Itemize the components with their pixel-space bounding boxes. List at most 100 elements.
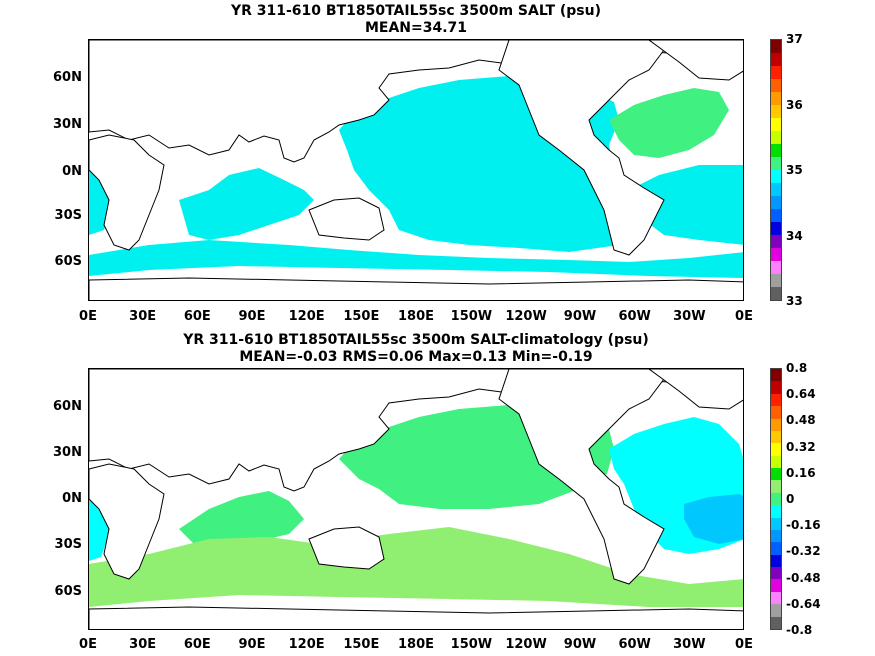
- bottom-colorbar-segment: [771, 443, 781, 456]
- bottom-colorbar-segment: [771, 381, 781, 394]
- bottom-lon-label: 150W: [450, 637, 493, 652]
- top-colorbar-segment: [771, 196, 781, 209]
- bottom-lon-label: 90W: [563, 637, 597, 652]
- bottom-lon-label: 120E: [288, 637, 325, 652]
- top-colorbar-segment: [771, 105, 781, 118]
- top-lat-30n: 30N: [53, 117, 82, 132]
- top-title-line2: MEAN=34.71: [364, 20, 468, 36]
- top-salinity-map: [88, 39, 744, 301]
- bottom-lon-label: 60E: [183, 637, 211, 652]
- bottom-colorbar-segment: [771, 468, 781, 481]
- top-colorbar-segment: [771, 183, 781, 196]
- bottom-lon-label: 0E: [79, 637, 97, 652]
- bottom-lon-label: 180E: [397, 637, 435, 652]
- bottom-colorbar-segment: [771, 480, 781, 493]
- bottom-americas-land: [498, 369, 665, 585]
- top-map-svg: [89, 40, 743, 300]
- top-lon-label: 30E: [129, 309, 157, 324]
- bottom-lat-60s: 60S: [54, 584, 82, 599]
- top-colorbar-segment: [771, 92, 781, 105]
- top-lon-label: 150E: [343, 309, 380, 324]
- bottom-colorbar-segment: [771, 492, 781, 506]
- bottom-lat-30n: 30N: [53, 445, 82, 460]
- top-colorbar-segment: [771, 66, 781, 79]
- bottom-title-line1: YR 311-610 BT1850TAIL55sc 3500m SALT-cli…: [183, 332, 649, 348]
- top-lon-label: 180E: [397, 309, 435, 324]
- top-colorbar-segment: [771, 261, 781, 274]
- top-colorbar-tick: 37: [786, 32, 803, 46]
- top-colorbar-segment: [771, 131, 781, 144]
- top-lon-label: 30W: [673, 309, 706, 324]
- top-lat-0n: 0N: [62, 164, 82, 179]
- bottom-colorbar-tick: -0.64: [786, 596, 821, 611]
- top-colorbar-tick: 35: [786, 163, 803, 177]
- bottom-indian-field: [179, 491, 304, 549]
- bottom-colorbar-tick: -0.48: [786, 570, 821, 585]
- top-north-atlantic-field: [609, 88, 729, 158]
- top-colorbar-segment: [771, 274, 781, 287]
- top-lon-label: 60W: [618, 309, 651, 324]
- top-antarctica-land: [89, 277, 743, 300]
- top-lon-label: 90W: [563, 309, 597, 324]
- bottom-panel-title: YR 311-610 BT1850TAIL55sc 3500m SALT-cli…: [88, 332, 744, 366]
- top-lon-label: 60E: [183, 309, 211, 324]
- top-south-atlantic-field: [629, 165, 743, 245]
- bottom-colorbar-tick: -0.8: [786, 623, 813, 637]
- top-australia-land: [308, 197, 385, 241]
- top-colorbar-segment: [771, 170, 781, 183]
- bottom-colorbar-segment: [771, 529, 781, 543]
- top-colorbar-segment: [771, 248, 781, 261]
- top-colorbar-segment: [771, 157, 781, 170]
- top-lat-60s: 60S: [54, 254, 82, 269]
- bottom-lon-label: 150E: [343, 637, 380, 652]
- bottom-africa-land: [89, 463, 165, 580]
- top-title-line1: YR 311-610 BT1850TAIL55sc 3500m SALT (ps…: [230, 3, 601, 19]
- bottom-colorbar-segment: [771, 517, 781, 530]
- bottom-lat-60n: 60N: [53, 399, 82, 414]
- top-lon-label: 0E: [735, 309, 753, 324]
- bottom-colorbar-segment: [771, 430, 781, 444]
- bottom-colorbar-segment: [771, 418, 781, 431]
- top-colorbar-tick: 36: [786, 97, 803, 112]
- bottom-map-svg: [89, 369, 743, 629]
- bottom-lon-label: 120W: [505, 637, 547, 652]
- bottom-colorbar-segment: [771, 567, 781, 580]
- bottom-greenland-land: [648, 369, 743, 410]
- bottom-colorbar-segment: [771, 604, 781, 617]
- top-southern-field: [89, 240, 743, 278]
- bottom-title-line2: MEAN=-0.03 RMS=0.06 Max=0.13 Min=-0.19: [239, 349, 593, 365]
- bottom-colorbar-segment: [771, 406, 781, 419]
- top-colorbar-tick: 34: [786, 228, 803, 243]
- top-lon-label: 120E: [288, 309, 325, 324]
- bottom-colorbar-segment: [771, 455, 781, 468]
- top-lon-label: 150W: [450, 309, 493, 324]
- bottom-colorbar-segment: [771, 505, 781, 518]
- top-colorbar-segment: [771, 144, 781, 157]
- top-colorbar-segment: [771, 53, 781, 66]
- bottom-colorbar-segment: [771, 554, 781, 567]
- bottom-colorbar-segment: [771, 369, 781, 382]
- top-lat-60n: 60N: [53, 70, 82, 85]
- bottom-southern-field: [89, 527, 743, 607]
- bottom-deep-negative-field: [684, 494, 743, 544]
- bottom-colorbar-tick: 0.16: [786, 465, 816, 480]
- bottom-lat-0n: 0N: [62, 491, 82, 506]
- top-indian-field: [179, 168, 314, 240]
- bottom-colorbar-tick: 0.64: [786, 387, 816, 402]
- bottom-antarctica-land: [89, 606, 743, 629]
- top-americas-land: [498, 40, 665, 256]
- top-lon-label: 0E: [79, 309, 97, 324]
- top-colorbar-segment: [771, 40, 781, 53]
- top-lon-label: 120W: [505, 309, 547, 324]
- bottom-colorbar-tick: 0.8: [786, 361, 808, 375]
- top-colorbar-segment: [771, 79, 781, 92]
- top-colorbar-segment: [771, 287, 781, 300]
- bottom-lon-label: 60W: [618, 637, 651, 652]
- bottom-colorbar-segment: [771, 393, 781, 407]
- top-colorbar: [770, 39, 782, 301]
- top-colorbar-segment: [771, 235, 781, 248]
- bottom-colorbar-tick: -0.16: [786, 518, 821, 533]
- top-panel-title: YR 311-610 BT1850TAIL55sc 3500m SALT (ps…: [88, 3, 744, 37]
- top-colorbar-segment: [771, 222, 781, 235]
- bottom-colorbar-segment: [771, 579, 781, 592]
